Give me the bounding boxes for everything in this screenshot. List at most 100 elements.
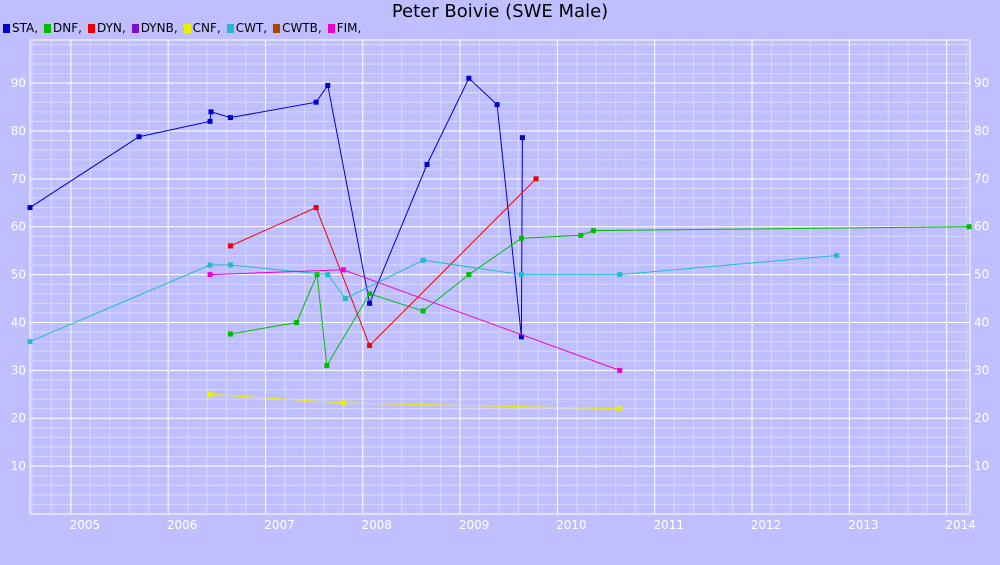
series-line-dyn — [230, 178, 537, 347]
data-point-cwt — [27, 339, 33, 345]
x-tick-label: 2009 — [459, 518, 490, 532]
data-point-dyn — [367, 342, 373, 348]
x-tick-label: 2010 — [556, 518, 587, 532]
legend-swatch — [3, 23, 10, 33]
legend-swatch — [131, 23, 139, 33]
legend-label: CNF, — [192, 21, 221, 35]
legend-swatch — [44, 23, 52, 33]
data-point-dnf — [590, 228, 596, 234]
x-tick-label: 2012 — [751, 518, 782, 532]
legend-swatch — [273, 23, 281, 33]
data-point-cwt — [834, 252, 840, 258]
data-point-fim — [207, 272, 213, 278]
y-tick-label-right: 20 — [974, 411, 989, 425]
legend-item: FIM, — [327, 21, 362, 35]
data-point-dnf — [227, 331, 233, 337]
data-point-sta — [518, 334, 524, 340]
tick-layer: 10 10 20 20 30 30 40 40 50 50 60 60 70 70 80 80 90 90 2005… — [11, 76, 990, 532]
data-point-sta — [136, 134, 142, 140]
series-cnf — [207, 391, 623, 412]
legend-label: FIM, — [336, 21, 362, 35]
y-tick-label-right: 30 — [974, 363, 989, 377]
x-tick-label: 2005 — [70, 518, 101, 532]
data-point-dyn — [533, 176, 539, 182]
data-point-cnf — [340, 400, 346, 406]
y-tick-label-right: 90 — [974, 76, 989, 90]
series-fim — [207, 267, 623, 373]
data-point-dnf — [466, 272, 472, 278]
data-point-dnf — [420, 308, 426, 314]
legend-label: DYN, — [96, 21, 126, 35]
y-tick-label-right: 10 — [974, 459, 989, 473]
y-tick-label-left: 90 — [11, 76, 26, 90]
data-point-dnf — [294, 319, 300, 325]
data-point-dyn — [313, 205, 319, 211]
legend: STA, DNF, DYN, DYNB, CNF, CWT, CWTB, FIM, — [3, 20, 367, 36]
data-point-sta — [519, 135, 525, 141]
data-point-dnf — [314, 272, 320, 278]
data-point-sta — [27, 205, 33, 211]
legend-label: DYNB, — [140, 21, 178, 35]
data-point-cwt — [518, 272, 524, 278]
y-tick-label-right: 50 — [974, 268, 989, 282]
y-tick-label-right: 70 — [974, 172, 989, 186]
y-tick-label-left: 40 — [11, 315, 26, 329]
legend-swatch — [183, 23, 191, 33]
data-point-dnf — [578, 232, 584, 238]
y-tick-label-right: 60 — [974, 220, 989, 234]
legend-swatch — [327, 23, 335, 33]
x-tick-label: 2006 — [167, 518, 198, 532]
y-tick-label-left: 50 — [11, 268, 26, 282]
data-point-cnf — [617, 406, 623, 412]
legend-label: CWT, — [235, 21, 268, 35]
data-point-dnf — [367, 291, 373, 297]
x-tick-label: 2014 — [945, 518, 976, 532]
data-point-dnf — [966, 224, 972, 230]
data-point-cwt — [420, 257, 426, 263]
data-point-sta — [313, 99, 319, 105]
legend-item: CWT, — [226, 21, 268, 35]
data-point-sta — [367, 300, 373, 306]
y-tick-label-left: 70 — [11, 172, 26, 186]
data-point-sta — [466, 75, 472, 81]
chart-title: Peter Boivie (SWE Male) — [391, 1, 609, 22]
legend-swatch — [87, 23, 95, 33]
data-point-cwt — [617, 272, 623, 278]
data-point-dnf — [324, 363, 330, 369]
y-tick-label-left: 80 — [11, 124, 26, 138]
data-point-sta — [207, 118, 213, 124]
data-point-sta — [208, 109, 214, 115]
y-tick-label-left: 30 — [11, 363, 26, 377]
legend-item: CNF, — [183, 21, 221, 35]
y-tick-label-left: 10 — [11, 459, 26, 473]
legend-item: DYNB, — [131, 21, 178, 35]
data-point-sta — [424, 161, 430, 167]
x-tick-label: 2011 — [653, 518, 684, 532]
data-point-sta — [227, 115, 233, 121]
legend-label: DNF, — [53, 21, 82, 35]
x-tick-label: 2008 — [362, 518, 393, 532]
y-tick-label-right: 40 — [974, 315, 989, 329]
data-point-cwt — [227, 262, 233, 268]
data-point-cnf — [207, 391, 213, 397]
data-point-fim — [340, 267, 346, 273]
y-tick-label-left: 20 — [11, 411, 26, 425]
x-tick-label: 2007 — [264, 518, 295, 532]
data-point-dnf — [518, 235, 524, 241]
legend-label: STA, — [12, 21, 39, 35]
x-tick-label: 2013 — [848, 518, 879, 532]
y-tick-label-left: 60 — [11, 220, 26, 234]
series-dyn — [227, 176, 539, 348]
data-point-cwt — [325, 272, 331, 278]
legend-swatch — [226, 23, 234, 33]
minor-grid — [30, 40, 970, 514]
series-layer — [27, 75, 972, 412]
legend-item: DNF, — [44, 21, 82, 35]
series-dnf — [227, 224, 972, 369]
data-point-cwt — [207, 262, 213, 268]
data-point-cwt — [342, 296, 348, 302]
data-point-sta — [494, 102, 500, 108]
legend-item: DYN, — [87, 21, 126, 35]
